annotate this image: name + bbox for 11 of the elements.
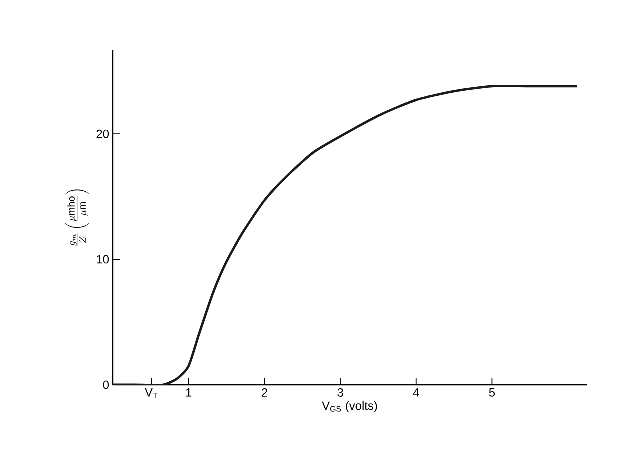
- x-tick-label: 4: [413, 388, 420, 397]
- y-tick-label: 10: [97, 255, 110, 264]
- x-tick-label: 2: [262, 388, 268, 397]
- x-tick-label: 5: [489, 388, 496, 397]
- x-tick-label: 3: [338, 388, 344, 397]
- y-tick-label: 0: [103, 380, 110, 390]
- y-axis-title: $\frac{g_{m}}{Z}\left(\frac{\mu\mathrm{mho}}{\mu\mathrm{m}}\right)$: [65, 190, 90, 246]
- x-axis-title: V$_{GS}$ (volts): [322, 401, 378, 413]
- x-tick-label: V$_{T}$: [145, 388, 158, 399]
- x-tick-label: 1: [186, 388, 192, 397]
- y-tick-label: 20: [96, 130, 110, 138]
